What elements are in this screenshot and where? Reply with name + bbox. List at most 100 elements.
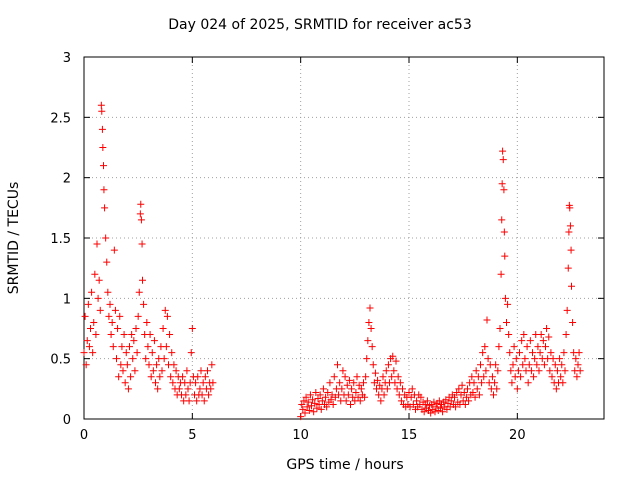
data-point bbox=[139, 276, 146, 284]
x-axis-label: GPS time / hours bbox=[286, 457, 404, 473]
data-point bbox=[326, 379, 334, 387]
data-point bbox=[501, 252, 509, 260]
data-point bbox=[113, 355, 120, 363]
data-point bbox=[311, 399, 319, 407]
data-point bbox=[451, 393, 458, 401]
data-point bbox=[509, 361, 517, 369]
data-point bbox=[108, 318, 116, 326]
data-point bbox=[150, 337, 158, 345]
data-point bbox=[500, 228, 508, 236]
data-point bbox=[336, 379, 344, 387]
data-point bbox=[101, 204, 109, 212]
data-point bbox=[510, 343, 518, 351]
data-point bbox=[432, 403, 440, 411]
data-point bbox=[167, 373, 175, 381]
data-point bbox=[397, 397, 405, 405]
data-point bbox=[431, 408, 439, 416]
data-point bbox=[146, 331, 154, 339]
data-point bbox=[121, 379, 129, 387]
data-point bbox=[574, 361, 582, 369]
data-point bbox=[460, 388, 468, 396]
data-point bbox=[553, 367, 561, 375]
data-point bbox=[324, 388, 332, 396]
data-point bbox=[115, 373, 123, 381]
data-point bbox=[524, 379, 532, 387]
data-point bbox=[394, 373, 402, 381]
data-point bbox=[172, 367, 180, 375]
data-point bbox=[105, 312, 113, 320]
data-point bbox=[548, 373, 556, 381]
data-point bbox=[352, 388, 360, 396]
data-point bbox=[327, 396, 335, 404]
data-point bbox=[162, 343, 170, 351]
data-point bbox=[184, 385, 192, 393]
data-point bbox=[147, 373, 155, 381]
data-point bbox=[123, 361, 131, 369]
data-point bbox=[471, 393, 479, 401]
y-tick-label: 0 bbox=[63, 413, 71, 428]
data-point bbox=[523, 343, 531, 351]
data-point bbox=[384, 361, 392, 369]
data-point bbox=[561, 367, 569, 375]
data-point bbox=[104, 288, 112, 296]
data-point bbox=[156, 373, 164, 381]
data-point bbox=[506, 349, 514, 357]
data-point bbox=[209, 379, 217, 387]
data-point bbox=[563, 306, 571, 314]
data-point bbox=[494, 367, 502, 375]
data-point bbox=[341, 373, 349, 381]
data-point bbox=[421, 401, 429, 409]
data-point bbox=[526, 337, 534, 345]
data-point bbox=[453, 388, 461, 396]
data-point bbox=[306, 391, 314, 399]
data-point bbox=[465, 397, 473, 405]
data-point bbox=[348, 385, 356, 393]
data-point bbox=[498, 216, 506, 224]
data-point bbox=[185, 397, 193, 405]
y-axis-label: SRMTID / TECUs bbox=[6, 181, 22, 295]
data-point bbox=[159, 325, 167, 332]
data-point bbox=[299, 405, 307, 413]
data-point bbox=[388, 373, 396, 381]
data-point bbox=[540, 361, 548, 369]
data-point bbox=[367, 325, 375, 332]
data-point bbox=[470, 379, 478, 387]
data-point bbox=[559, 379, 567, 387]
data-point bbox=[534, 343, 542, 351]
data-point bbox=[302, 393, 310, 401]
data-point bbox=[116, 312, 124, 320]
data-point bbox=[85, 343, 93, 351]
data-point bbox=[392, 357, 400, 365]
data-point bbox=[452, 403, 460, 411]
data-point bbox=[309, 396, 317, 404]
data-point bbox=[193, 397, 201, 405]
data-point bbox=[525, 361, 533, 369]
data-point bbox=[97, 101, 105, 109]
data-point bbox=[564, 264, 572, 272]
data-point bbox=[513, 385, 521, 393]
data-point bbox=[187, 349, 195, 357]
data-point bbox=[508, 379, 516, 387]
data-point bbox=[566, 204, 574, 212]
data-point bbox=[380, 391, 388, 399]
data-point bbox=[102, 234, 110, 242]
data-point bbox=[207, 385, 215, 393]
data-point bbox=[188, 325, 196, 332]
data-point bbox=[383, 385, 391, 393]
data-point bbox=[313, 404, 321, 412]
data-point bbox=[158, 367, 166, 375]
data-point bbox=[558, 361, 566, 369]
data-point bbox=[469, 388, 477, 396]
data-point bbox=[529, 349, 536, 357]
data-point bbox=[143, 318, 151, 326]
data-point bbox=[360, 379, 367, 387]
data-point bbox=[182, 391, 190, 399]
x-tick-label: 10 bbox=[292, 428, 309, 443]
data-point bbox=[377, 397, 385, 405]
data-point bbox=[475, 391, 483, 399]
data-point bbox=[537, 331, 545, 339]
data-point bbox=[92, 331, 100, 339]
data-point bbox=[100, 162, 107, 170]
data-point bbox=[88, 288, 96, 296]
